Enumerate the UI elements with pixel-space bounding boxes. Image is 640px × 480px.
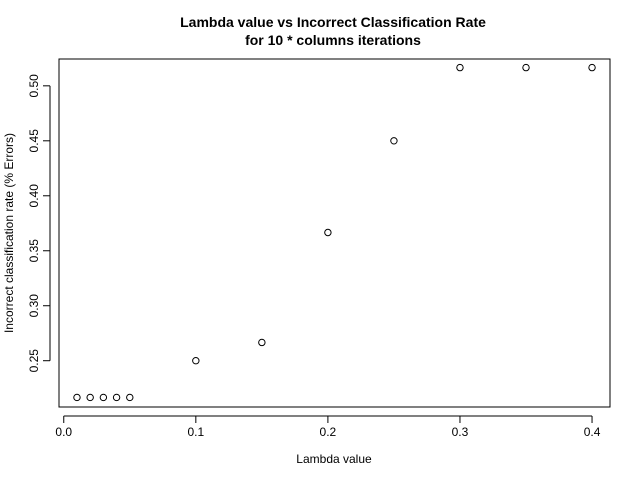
data-point — [126, 393, 134, 402]
plot-frame — [58, 58, 611, 408]
y-tick-label: 0.45 — [27, 129, 41, 153]
x-tick-label: 0.0 — [55, 425, 72, 439]
y-tick-label: 0.25 — [27, 349, 41, 373]
y-tick-label: 0.35 — [27, 239, 41, 263]
x-tick-label: 0.1 — [187, 425, 204, 439]
x-tick-label: 0.4 — [584, 425, 601, 439]
y-tick-label: 0.30 — [27, 294, 41, 318]
y-axis: 0.25 0.30 0.35 0.40 0.45 0.50 — [27, 74, 51, 373]
chart-title: Lambda value vs Incorrect Classification… — [180, 14, 486, 30]
y-tick-label: 0.40 — [27, 184, 41, 208]
x-tick-label: 0.2 — [320, 425, 337, 439]
data-point — [588, 63, 596, 72]
data-point — [324, 228, 332, 237]
data-point — [390, 137, 398, 145]
data-point — [99, 393, 108, 402]
data-point — [192, 357, 200, 365]
data-point — [86, 393, 94, 402]
data-point — [258, 338, 266, 347]
x-tick-label: 0.3 — [452, 425, 469, 439]
data-point — [522, 63, 530, 72]
data-point — [456, 63, 464, 72]
x-axis: 0.0 0.1 0.2 0.3 0.4 — [55, 415, 601, 439]
chart-subtitle: for 10 * columns iterations — [245, 32, 421, 48]
y-axis-label: Incorrect classification rate (% Errors) — [2, 133, 16, 333]
data-point — [112, 393, 121, 402]
data-point — [73, 393, 81, 402]
x-axis-label: Lambda value — [296, 452, 372, 466]
y-tick-label: 0.50 — [27, 74, 41, 98]
data-points — [73, 63, 596, 402]
